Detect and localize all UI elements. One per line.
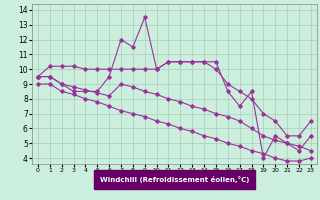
X-axis label: Windchill (Refroidissement éolien,°C): Windchill (Refroidissement éolien,°C) [100,176,249,183]
